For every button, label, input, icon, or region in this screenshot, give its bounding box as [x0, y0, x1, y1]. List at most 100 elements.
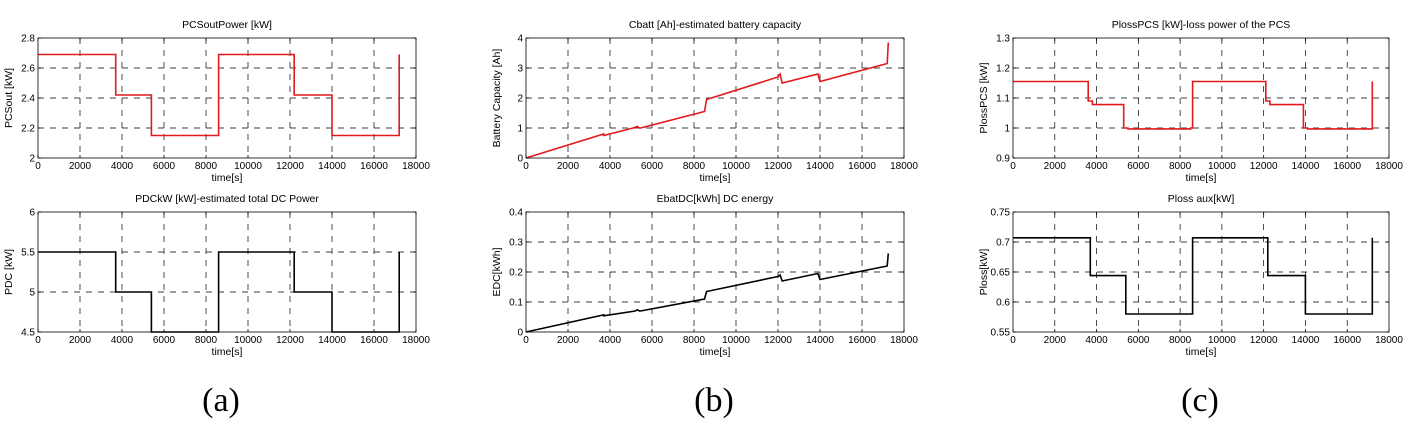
pcsout-ytick-label: 2.6: [21, 64, 35, 75]
plosspcs-xtick-label: 2000: [1044, 161, 1067, 172]
plossaux-xtick-label: 10000: [1208, 335, 1236, 346]
chart-pdc: 0 2000 4000 6000 8000 10000 12000 14000 16000 180…: [3, 193, 430, 358]
plossaux-ytick-label: 0.7: [996, 238, 1010, 249]
plosspcs-xtick-label: 16000: [1333, 161, 1361, 172]
pcsout-ytick-label: 2.8: [21, 34, 35, 45]
plosspcs-xlabel: time[s]: [1186, 172, 1217, 184]
pdc-ytick-label: 4.5: [21, 328, 35, 339]
pcsout-ylabel: PCSout [kW]: [3, 68, 15, 128]
pcsout-ytick-label: 2.4: [21, 94, 35, 105]
ebatdc-xtick-label: 16000: [848, 335, 876, 346]
cbatt-ytick-label: 1: [517, 124, 523, 135]
cbatt-ytick-label: 4: [517, 34, 523, 45]
pcsout-ytick-label: 2.2: [21, 124, 35, 135]
pcsout-xtick-label: 6000: [153, 161, 176, 172]
plossaux-xtick-label: 14000: [1292, 335, 1320, 346]
chart-cbatt: 0 2000 4000 6000 8000 10000 12000 14000 16000 180…: [491, 19, 918, 184]
ebatdc-title: EbatDC[kWh] DC energy: [657, 193, 774, 205]
plosspcs-ytick-label: 1.2: [996, 64, 1010, 75]
cbatt-xtick-label: 16000: [848, 161, 876, 172]
pdc-xtick-label: 16000: [360, 335, 388, 346]
pdc-plot-area: [38, 212, 416, 332]
plosspcs-xtick-label: 10000: [1208, 161, 1236, 172]
cbatt-xtick-label: 4000: [599, 161, 622, 172]
plossaux-xtick-label: 16000: [1333, 335, 1361, 346]
cbatt-xtick-label: 14000: [806, 161, 834, 172]
plossaux-xtick-label: 0: [1010, 335, 1016, 346]
pdc-xlabel: time[s]: [212, 346, 243, 358]
ebatdc-xtick-label: 2000: [557, 335, 580, 346]
pdc-xtick-label: 4000: [111, 335, 134, 346]
plosspcs-xtick-label: 18000: [1375, 161, 1403, 172]
pcsout-xtick-label: 12000: [276, 161, 304, 172]
plosspcs-ylabel: PlossPCS [kW]: [978, 62, 990, 133]
pdc-xtick-label: 18000: [402, 335, 430, 346]
pdc-axes-frame: [37, 211, 417, 333]
pcsout-xtick-label: 14000: [318, 161, 346, 172]
ebatdc-xtick-label: 14000: [806, 335, 834, 346]
ebatdc-xtick-label: 10000: [722, 335, 750, 346]
panel-label-a: (a): [202, 382, 240, 419]
ebatdc-series-line: [525, 253, 890, 333]
plossaux-xtick-label: 4000: [1085, 335, 1108, 346]
pdc-title: PDCkW [kW]-estimated total DC Power: [135, 193, 319, 205]
pcsout-ytick-label: 2: [29, 154, 35, 165]
ebatdc-ytick-label: 0.2: [509, 268, 523, 279]
cbatt-ytick-label: 0: [517, 154, 523, 165]
ebatdc-xtick-label: 18000: [890, 335, 918, 346]
pdc-ytick-label: 6: [29, 208, 35, 219]
ebatdc-ylabel: EDC[kWh]: [491, 247, 503, 296]
ebatdc-xtick-label: 4000: [599, 335, 622, 346]
ebatdc-xtick-label: 6000: [641, 335, 664, 346]
cbatt-xlabel: time[s]: [700, 172, 731, 184]
ebatdc-ytick-label: 0: [517, 328, 523, 339]
pdc-xtick-label: 14000: [318, 335, 346, 346]
pcsout-xtick-label: 4000: [111, 161, 134, 172]
ebatdc-xtick-label: 12000: [764, 335, 792, 346]
ebatdc-ytick-label: 0.4: [509, 208, 523, 219]
plosspcs-ytick-label: 1: [1004, 124, 1010, 135]
pdc-ytick-label: 5: [29, 288, 35, 299]
cbatt-title: Cbatt [Ah]-estimated battery capacity: [629, 19, 802, 31]
pdc-ytick-label: 5.5: [21, 248, 35, 259]
pdc-xtick-label: 8000: [195, 335, 218, 346]
cbatt-xtick-label: 8000: [683, 161, 706, 172]
pdc-xtick-label: 6000: [153, 335, 176, 346]
pcsout-series-line: [38, 53, 401, 137]
plosspcs-ytick-label: 1.3: [996, 34, 1010, 45]
pcsout-xtick-label: 10000: [234, 161, 262, 172]
pcsout-title: PCSoutPower [kW]: [182, 19, 272, 31]
plosspcs-xtick-label: 4000: [1085, 161, 1108, 172]
pdc-xtick-label: 2000: [69, 335, 92, 346]
pcsout-xtick-label: 8000: [195, 161, 218, 172]
cbatt-ytick-label: 2: [517, 94, 523, 105]
plosspcs-title: PlossPCS [kW]-loss power of the PCS: [1112, 19, 1291, 31]
pcsout-plot-area: [38, 38, 416, 158]
ebatdc-plot-area: [526, 212, 904, 332]
plosspcs-xtick-label: 14000: [1292, 161, 1320, 172]
cbatt-ytick-label: 3: [517, 64, 523, 75]
cbatt-series-line: [525, 42, 890, 159]
cbatt-xtick-label: 12000: [764, 161, 792, 172]
pcsout-xtick-label: 16000: [360, 161, 388, 172]
ebatdc-ytick-label: 0.1: [509, 298, 523, 309]
plossaux-xlabel: time[s]: [1186, 346, 1217, 358]
plossaux-xtick-label: 8000: [1169, 335, 1192, 346]
pcsout-xlabel: time[s]: [212, 172, 243, 184]
plossaux-ylabel: Ploss[kW]: [978, 249, 990, 296]
cbatt-xtick-label: 6000: [641, 161, 664, 172]
plossaux-title: Ploss aux[kW]: [1168, 193, 1235, 205]
ebatdc-ytick-label: 0.3: [509, 238, 523, 249]
panel-label-c: (c): [1181, 382, 1219, 419]
plosspcs-xtick-label: 0: [1010, 161, 1016, 172]
chart-plossaux: 0 2000 4000 6000 8000 10000 12000 14000 16000 180…: [978, 193, 1403, 358]
plosspcs-xtick-label: 6000: [1127, 161, 1150, 172]
cbatt-xtick-label: 18000: [890, 161, 918, 172]
plosspcs-ytick-label: 0.9: [996, 154, 1010, 165]
pdc-xtick-label: 12000: [276, 335, 304, 346]
pcsout-xtick-label: 2000: [69, 161, 92, 172]
plosspcs-xtick-label: 12000: [1250, 161, 1278, 172]
chart-plosspcs: 0 2000 4000 6000 8000 10000 12000 14000 16000 180…: [978, 19, 1403, 184]
ebatdc-xtick-label: 0: [523, 335, 529, 346]
